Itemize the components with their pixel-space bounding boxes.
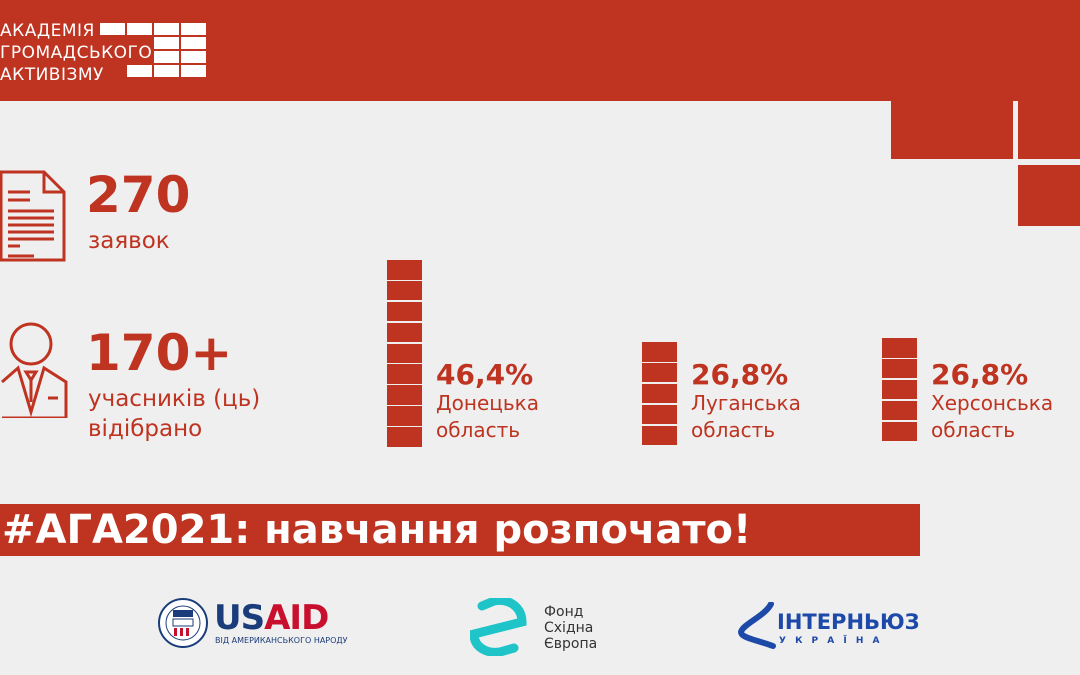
bar-block [642,383,677,404]
region-bar-kherson [882,338,917,442]
usaid-aid: AID [264,598,329,638]
region-percent: 26,8% [931,358,1029,391]
logo-line: ГРОМАДСЬКОГО [0,43,153,63]
decor-square [891,100,1013,159]
bar-block [387,301,422,322]
person-icon [1,322,68,418]
internews-name: ІНТЕРНЬЮЗ [777,610,920,634]
region-bar-luhansk [642,342,677,446]
bar-block [387,343,422,364]
region-name: Херсонська [931,391,1054,415]
participants-count: 170+ [86,324,233,382]
region-suffix: область [931,418,1016,442]
decor-square [1018,165,1080,226]
internews-sub: У К Р А Ї Н А [779,636,883,646]
bar-block [387,364,422,384]
applications-count: 270 [86,166,191,224]
bar-block [387,427,422,447]
region-kherson: 26,8% Херсонська область [931,360,1053,444]
logo-line: АКАДЕМІЯ [0,21,95,41]
headline-banner: #АГА2021: навчання розпочато! [0,504,920,556]
bar-block [387,260,422,280]
region-bar-donetsk [387,260,422,448]
bar-block [387,280,422,301]
bar-block [387,322,422,343]
participants-label-line: учасників (ць) [88,386,261,412]
region-donetsk: 46,4% Донецька область [436,360,539,444]
header-band [0,0,1080,101]
applications-label: заявок [88,228,170,254]
region-suffix: область [436,418,521,442]
region-percent: 46,4% [436,358,534,391]
region-name: Луганська [691,391,801,415]
internews-swoosh-icon [737,602,776,649]
bar-block [642,362,677,383]
region-percent: 26,8% [691,358,789,391]
efe-name: Фонд Східна Європа [544,604,597,652]
decor-square [1018,100,1080,159]
region-luhansk: 26,8% Луганська область [691,360,801,444]
efe-e-icon [470,598,527,656]
document-icon [0,170,66,262]
bar-block [387,406,422,426]
region-name: Донецька [436,391,539,415]
usaid-seal-icon [158,598,208,648]
usaid-tagline: ВІД АМЕРИКАНСЬКОГО НАРОДУ [215,636,348,645]
efe-line: Фонд [544,604,584,620]
region-suffix: область [691,418,776,442]
bar-block [642,404,677,425]
bar-block [642,342,677,362]
bar-block [387,385,422,405]
bar-block [882,379,917,400]
participants-label: учасників (ць) відібрано [88,384,260,444]
efe-line: Східна [544,620,594,636]
bar-block [882,400,917,421]
bar-block [882,338,917,358]
bar-block [642,425,677,446]
participants-label-line: відібрано [88,416,203,442]
logo-line: АКТИВІЗМУ [0,65,104,85]
usaid-us: US [214,598,265,638]
bar-block [882,421,917,442]
bar-block [882,358,917,379]
logo: АКАДЕМІЯ ГРОМАДСЬКОГО АКТИВІЗМУ [0,20,152,86]
efe-line: Європа [544,636,598,652]
